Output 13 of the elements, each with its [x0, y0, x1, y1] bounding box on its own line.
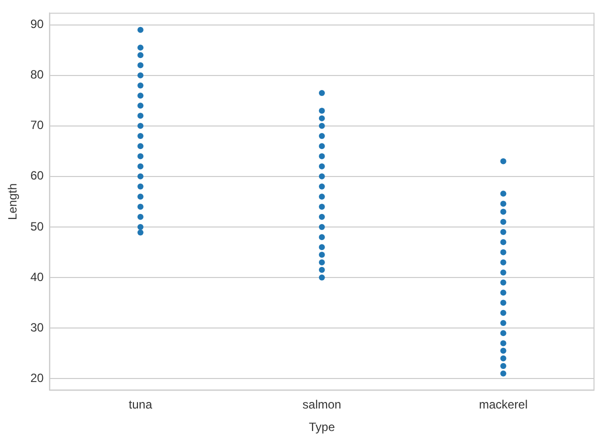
- x-tick-label: salmon: [302, 398, 342, 412]
- x-tick-label: tuna: [128, 398, 152, 412]
- y-tick-label: 50: [30, 219, 44, 234]
- y-tick-label: 20: [30, 370, 44, 385]
- y-tick-label: 90: [30, 17, 44, 32]
- y-axis-title: Length: [6, 183, 20, 220]
- x-tick-label: mackerel: [478, 398, 528, 412]
- y-tick-label: 60: [30, 168, 44, 183]
- y-tick-label: 70: [30, 118, 44, 132]
- y-tick-label: 30: [30, 320, 44, 334]
- y-tick-label: 40: [30, 270, 44, 284]
- x-axis-title: Type: [308, 420, 336, 434]
- y-tick-label: 80: [30, 68, 44, 82]
